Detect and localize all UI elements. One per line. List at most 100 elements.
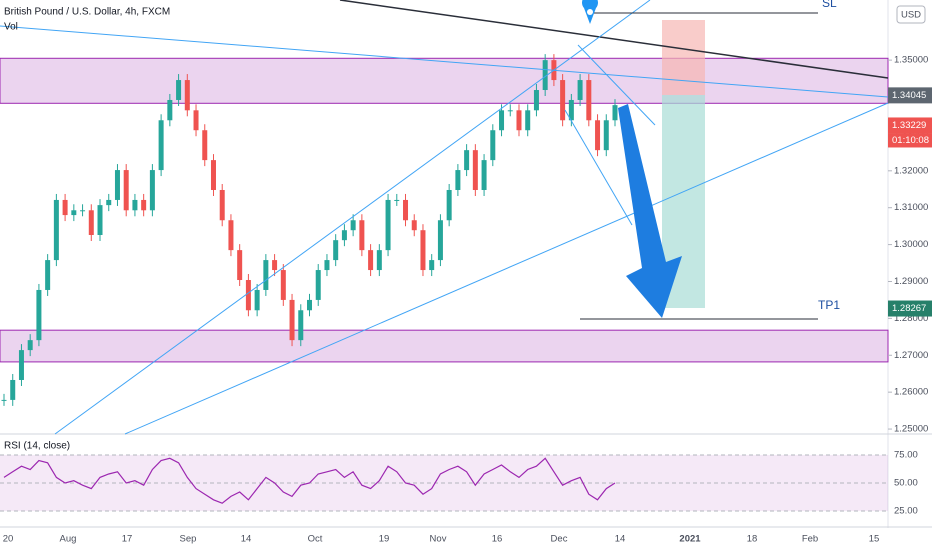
candle-body (237, 250, 243, 281)
candle-body (446, 189, 452, 221)
price-tag-label: 1.34045 (892, 90, 926, 101)
candle-body (10, 379, 16, 400)
candle-body (368, 250, 374, 271)
x-tick-label: 16 (492, 534, 503, 545)
sl-label: SL (822, 0, 837, 10)
y-tick-label: 1.29000 (894, 276, 928, 287)
price-tag-label: 1.28267 (892, 303, 926, 314)
trendline (339, 0, 889, 79)
candle-body (228, 220, 234, 251)
rsi-tick-label: 50.00 (894, 478, 918, 489)
rsi-label: RSI (14, close) (4, 441, 70, 452)
candle-body (595, 120, 601, 151)
x-tick-label: Oct (308, 534, 323, 545)
candle-body (420, 230, 426, 271)
currency-box[interactable] (896, 5, 926, 24)
candle-body (612, 105, 618, 121)
x-tick-label: 15 (869, 534, 880, 545)
rsi-line (3, 457, 616, 504)
x-tick-label: 18 (747, 534, 758, 545)
down-arrow (618, 104, 682, 318)
y-tick-label: 1.31000 (894, 202, 928, 213)
x-tick-label: 14 (615, 534, 626, 545)
x-tick-label: 19 (379, 534, 390, 545)
candle-body (36, 289, 42, 341)
candle-body (603, 120, 609, 151)
candle-body (411, 220, 417, 231)
price-tag (888, 300, 932, 317)
candle-body (114, 170, 120, 200)
tp-label: TP1 (818, 298, 840, 312)
candle-body (403, 199, 409, 221)
candle-body (280, 270, 286, 300)
candle-body (577, 80, 583, 100)
candle-body (18, 350, 24, 380)
x-tick-label: 20 (3, 534, 14, 545)
x-tick-label: Dec (551, 534, 568, 545)
x-tick-label: 14 (241, 534, 252, 545)
candle-body (80, 210, 86, 212)
candle-body (254, 289, 260, 311)
candle-body (71, 210, 77, 216)
candle-body (376, 250, 382, 271)
candle-body (219, 189, 225, 221)
candle-body (586, 80, 592, 121)
candle-body (464, 150, 470, 171)
currency: USD (901, 10, 921, 21)
trendline (564, 109, 633, 226)
x-tick-label: Sep (180, 534, 197, 545)
candle-body (193, 110, 199, 131)
candle-body (315, 270, 321, 300)
y-tick-label: 1.32000 (894, 165, 928, 176)
y-tick-label: 1.28000 (894, 313, 928, 324)
candle-body (106, 199, 112, 206)
candle-body (45, 260, 51, 290)
candle-body (472, 150, 478, 190)
trendline (124, 102, 889, 435)
y-tick-label: 1.30000 (894, 239, 928, 250)
candle-body (481, 160, 487, 190)
candle-body (437, 220, 443, 261)
candle-body (568, 99, 574, 121)
countdown-tag (888, 133, 932, 148)
candle-body (525, 110, 531, 131)
candle-body (533, 90, 539, 111)
trendline (577, 44, 656, 126)
stop-zone (662, 20, 705, 95)
candle-body (507, 110, 513, 112)
candle-body (350, 220, 356, 231)
candle-body (385, 199, 391, 251)
candle-body (132, 199, 138, 211)
candle-body (359, 220, 365, 251)
candle-body (289, 299, 295, 341)
candle-body (149, 170, 155, 211)
y-tick-label: 1.35000 (894, 55, 928, 66)
y-tick-label: 1.26000 (894, 387, 928, 398)
candle-body (167, 99, 173, 121)
price-tag (888, 117, 932, 134)
candle-body (560, 80, 566, 121)
candle-body (272, 260, 278, 271)
candle-body (263, 260, 269, 290)
candle-body (184, 80, 190, 111)
candle-body (324, 260, 330, 271)
candle-body (455, 170, 461, 190)
candle-body (341, 230, 347, 241)
candle-body (394, 199, 400, 201)
candle-body (499, 110, 505, 131)
candle-body (1, 399, 7, 401)
candle-body (307, 299, 312, 311)
candle-body (176, 80, 182, 100)
marker-pin-dot (587, 9, 593, 15)
candle-body (490, 130, 496, 161)
price-tag (888, 87, 932, 104)
candle-body (429, 260, 435, 271)
x-tick-label: Nov (430, 534, 447, 545)
candle-body (298, 310, 304, 341)
price-tag-label: 1.33229 (892, 120, 926, 131)
candle-body (158, 120, 164, 171)
volume-label: Vol (4, 22, 18, 33)
candle-body (27, 340, 33, 351)
x-tick-label: 17 (122, 534, 133, 545)
